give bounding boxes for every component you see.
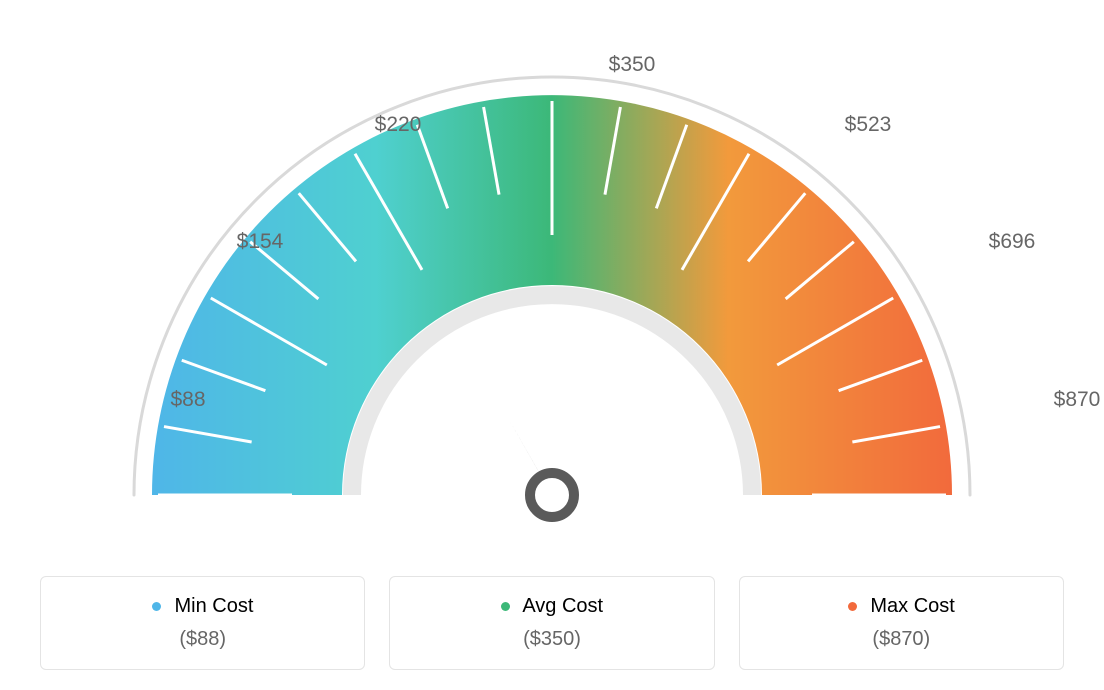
legend-label-max: Max Cost <box>870 595 954 617</box>
legend-label-min: Min Cost <box>174 595 253 617</box>
legend-title-avg: Avg Cost <box>400 595 703 618</box>
gauge-tick-label: $870 <box>1054 388 1101 412</box>
legend-dot-max <box>848 602 857 611</box>
legend-value-avg: ($350) <box>400 628 703 651</box>
legend-card-avg: Avg Cost ($350) <box>389 576 714 670</box>
gauge-tick-label: $154 <box>237 230 284 254</box>
legend-card-max: Max Cost ($870) <box>739 576 1064 670</box>
legend-value-min: ($88) <box>51 628 354 651</box>
gauge-tick-label: $220 <box>375 113 422 137</box>
legend-card-min: Min Cost ($88) <box>40 576 365 670</box>
legend-title-max: Max Cost <box>750 595 1053 618</box>
gauge-tick-label: $696 <box>989 230 1036 254</box>
legend-dot-min <box>152 602 161 611</box>
legend-row: Min Cost ($88) Avg Cost ($350) Max Cost … <box>40 576 1064 670</box>
cost-gauge: $88 $154 $220 $350 $523 $696 $870 <box>0 0 1104 560</box>
gauge-needle-hub <box>530 473 574 517</box>
gauge-tick-label: $88 <box>170 388 205 412</box>
legend-label-avg: Avg Cost <box>522 595 603 617</box>
legend-title-min: Min Cost <box>51 595 354 618</box>
gauge-tick-label: $350 <box>609 53 656 77</box>
legend-dot-avg <box>501 602 510 611</box>
legend-value-max: ($870) <box>750 628 1053 651</box>
gauge-tick-label: $523 <box>845 113 892 137</box>
